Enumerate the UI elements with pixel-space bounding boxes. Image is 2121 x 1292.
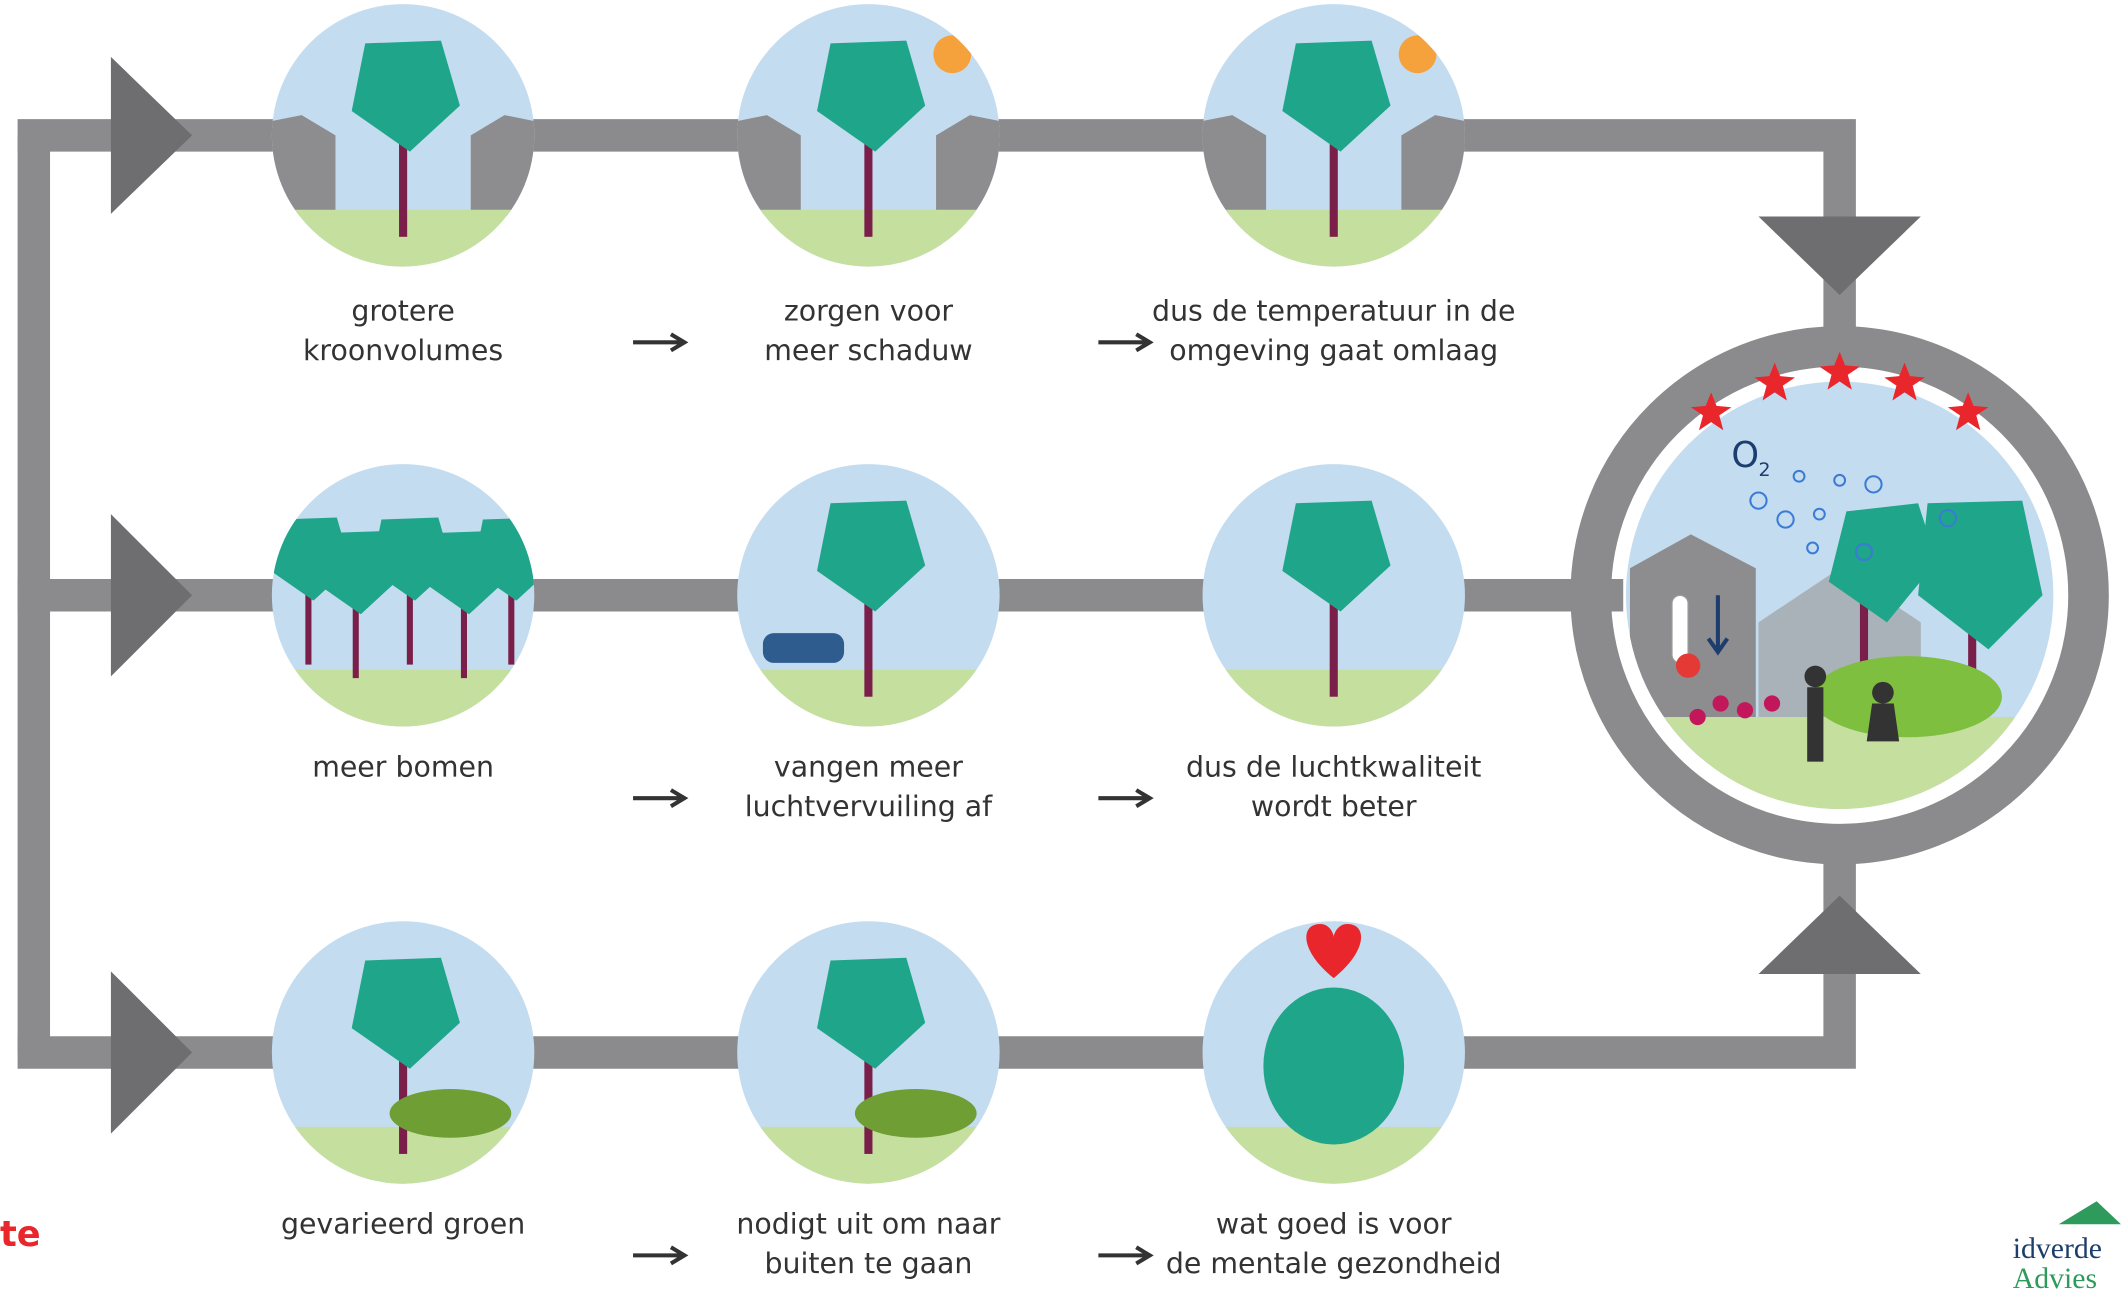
result-circle: O 2 bbox=[1591, 346, 2089, 844]
clip bbox=[1198, 460, 1469, 737]
logo-brand: idverde bbox=[2013, 1232, 2102, 1265]
trunk bbox=[1330, 595, 1338, 696]
trunk bbox=[305, 589, 311, 665]
logo-right: idverde Advies bbox=[2013, 1201, 2121, 1292]
car bbox=[763, 633, 844, 663]
clip bbox=[1198, 0, 1469, 277]
building bbox=[471, 115, 539, 216]
flow-arrow bbox=[1098, 1247, 1149, 1263]
clip bbox=[733, 917, 1004, 1194]
step-illustration bbox=[1198, 917, 1469, 1194]
step-label: wordt beter bbox=[1251, 790, 1417, 823]
clip bbox=[733, 0, 1004, 277]
svg-text:2: 2 bbox=[1758, 459, 1770, 481]
step-label: wat goed is voor bbox=[1216, 1208, 1452, 1241]
trunk bbox=[407, 589, 413, 665]
building bbox=[1198, 115, 1266, 216]
step-label: buiten te gaan bbox=[764, 1247, 972, 1280]
step-node: dus de temperatuur in de omgeving gaat om… bbox=[1152, 0, 1515, 367]
building bbox=[733, 115, 801, 216]
step-illustration bbox=[268, 0, 539, 277]
logo-sub: Advies bbox=[2013, 1262, 2097, 1292]
trunk bbox=[864, 595, 872, 696]
logo-left: te bbox=[0, 1214, 41, 1255]
step-node: gevarieerd groen bbox=[268, 917, 539, 1241]
step-label: meer bomen bbox=[312, 751, 494, 784]
flow-arrow bbox=[633, 1247, 684, 1263]
step-node: dus de luchtkwaliteit wordt beter bbox=[1186, 460, 1481, 823]
clip bbox=[733, 460, 1004, 737]
step-node: grotere kroonvolumes bbox=[268, 0, 539, 367]
trunk bbox=[864, 135, 872, 236]
flow-arrow bbox=[1098, 334, 1149, 350]
step-label: vangen meer bbox=[774, 751, 963, 784]
step-label: dus de temperatuur in de bbox=[1152, 295, 1515, 328]
step-label: nodigt uit om naar bbox=[736, 1208, 1000, 1241]
trunk bbox=[1330, 135, 1338, 236]
step-illustration bbox=[733, 460, 1004, 737]
step-illustration bbox=[733, 917, 1004, 1194]
diagram: O 2 te idverde Advies grotere kroonvolume… bbox=[0, 0, 2121, 1292]
step-node: zorgen voor meer schaduw bbox=[733, 0, 1004, 367]
building bbox=[268, 115, 336, 216]
step-node: meer bomen bbox=[268, 460, 554, 784]
step-illustration bbox=[1198, 0, 1469, 277]
sun bbox=[1399, 35, 1437, 73]
trunk bbox=[461, 602, 467, 678]
step-illustration bbox=[1198, 460, 1469, 737]
step-label: omgeving gaat omlaag bbox=[1169, 334, 1498, 367]
trunk bbox=[353, 602, 359, 678]
flow-arrow bbox=[1098, 790, 1149, 806]
bush bbox=[855, 1089, 977, 1138]
trunk bbox=[399, 135, 407, 236]
building bbox=[936, 115, 1004, 216]
brain bbox=[1263, 988, 1404, 1145]
step-illustration bbox=[733, 0, 1004, 277]
clip bbox=[1198, 917, 1469, 1194]
trunk bbox=[508, 589, 514, 665]
step-label: luchtvervuiling af bbox=[745, 790, 993, 823]
step-label: gevarieerd groen bbox=[281, 1208, 525, 1241]
step-node: vangen meer luchtvervuiling af bbox=[733, 460, 1004, 823]
bush bbox=[390, 1089, 512, 1138]
step-label: zorgen voor bbox=[784, 295, 953, 328]
step-label: meer schaduw bbox=[764, 334, 972, 367]
flow-arrow bbox=[633, 334, 684, 350]
step-illustration bbox=[268, 460, 554, 737]
step-illustration bbox=[268, 917, 539, 1194]
step-node: wat goed is voor de mentale gezondheid bbox=[1166, 917, 1502, 1280]
ground bbox=[268, 670, 539, 738]
flow-arrow bbox=[633, 790, 684, 806]
clip bbox=[268, 0, 539, 277]
step-node: nodigt uit om naar buiten te gaan bbox=[733, 917, 1004, 1280]
step-label: de mentale gezondheid bbox=[1166, 1247, 1502, 1280]
clip bbox=[268, 460, 554, 737]
step-label: grotere bbox=[351, 295, 455, 328]
sun bbox=[933, 35, 971, 73]
svg-text:O: O bbox=[1731, 435, 1759, 476]
clip bbox=[268, 917, 539, 1194]
step-label: dus de luchtkwaliteit bbox=[1186, 751, 1481, 784]
step-label: kroonvolumes bbox=[303, 334, 503, 367]
building bbox=[1401, 115, 1469, 216]
